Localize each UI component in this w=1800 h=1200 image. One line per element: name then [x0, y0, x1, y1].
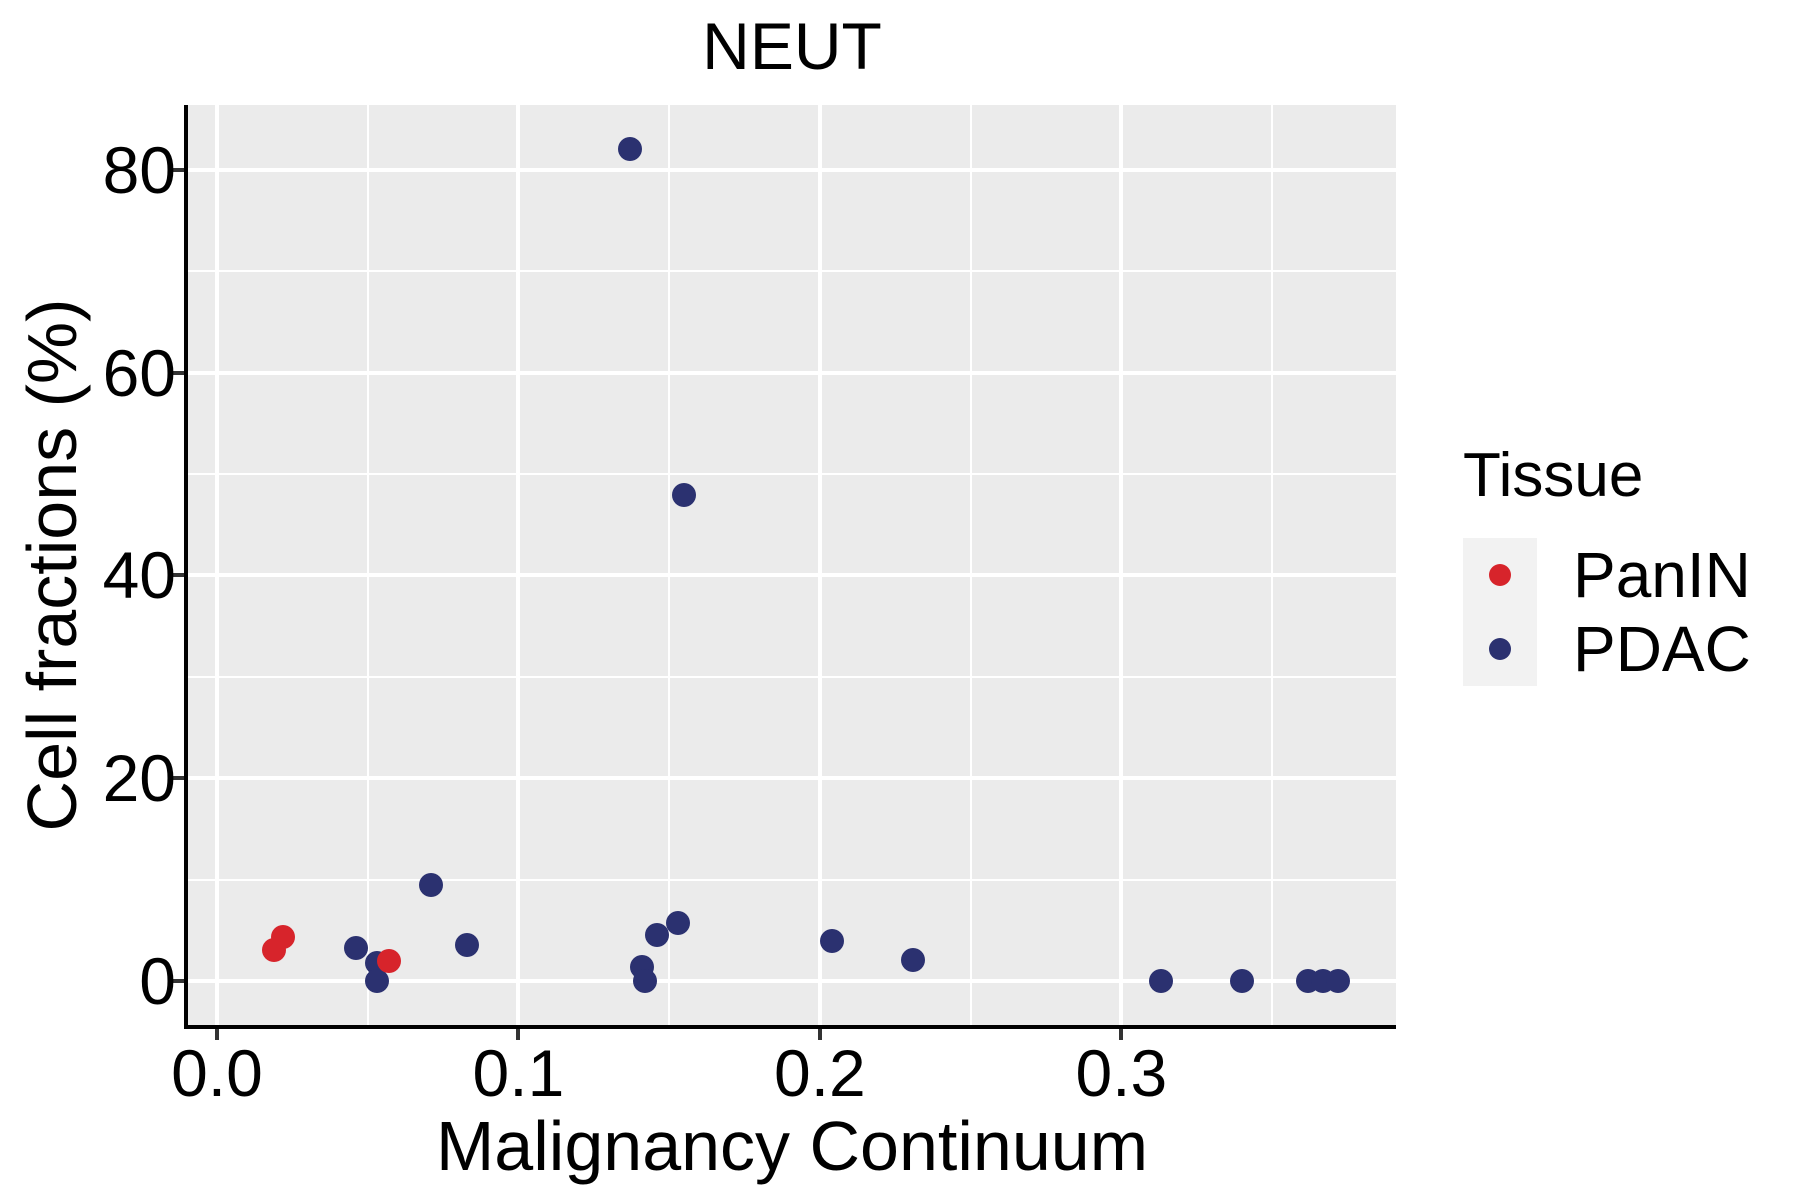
x-tick-label: 0.2 [774, 1036, 866, 1110]
gridline-minor [188, 675, 1396, 678]
data-point-pdac [633, 969, 658, 993]
gridline-major [516, 105, 521, 1025]
x-axis-title: Malignancy Continuum [435, 1107, 1149, 1185]
y-tick [173, 370, 184, 375]
pdac-dot-icon [1489, 638, 1511, 660]
x-tick [817, 1029, 822, 1040]
y-tick-label: 20 [102, 741, 176, 816]
data-point-pdac [617, 136, 642, 161]
legend-label-panin: PanIN [1573, 539, 1751, 611]
gridline-major [1119, 105, 1124, 1025]
x-tick [516, 1029, 521, 1040]
x-axis-line [184, 1025, 1396, 1029]
y-axis-line [184, 105, 188, 1029]
y-tick-label: 60 [102, 335, 176, 410]
legend-key-panin [1463, 538, 1537, 612]
plot-title: NEUT [702, 9, 882, 83]
data-point-pdac [1148, 969, 1173, 993]
x-tick-label: 0.3 [1075, 1036, 1168, 1110]
data-point-panin [271, 925, 296, 950]
gridline-minor [366, 105, 369, 1025]
data-point-pdac [672, 483, 697, 508]
x-tick [1119, 1029, 1124, 1040]
legend-title: Tissue [1463, 441, 1644, 510]
data-point-pdac [645, 923, 670, 948]
x-tick-label: 0.0 [171, 1036, 263, 1110]
y-tick [173, 776, 184, 781]
gridline-major [188, 776, 1396, 781]
gridline-major [188, 573, 1396, 578]
gridline-minor [188, 878, 1396, 881]
plot-panel [188, 105, 1396, 1025]
gridline-major [817, 105, 822, 1025]
data-point-pdac [666, 911, 691, 936]
x-tick-label: 0.1 [472, 1036, 565, 1110]
gridline-major [214, 105, 219, 1025]
data-point-pdac [819, 929, 844, 954]
y-tick [173, 979, 184, 983]
panin-dot-icon [1489, 564, 1511, 586]
gridline-major [188, 370, 1396, 375]
legend-label-pdac: PDAC [1573, 613, 1751, 685]
data-point-pdac [343, 935, 368, 960]
data-point-pdac [455, 932, 480, 957]
data-point-pdac [364, 969, 389, 993]
gridline-minor [188, 473, 1396, 476]
gridline-major [188, 979, 1396, 983]
data-point-pdac [1326, 969, 1351, 993]
y-tick-label: 0 [139, 944, 176, 1018]
y-tick [173, 573, 184, 578]
data-point-pdac [418, 872, 443, 897]
gridline-minor [188, 270, 1396, 273]
gridline-major [188, 167, 1396, 172]
gridline-minor [969, 105, 972, 1025]
gridline-minor [1271, 105, 1274, 1025]
gridline-minor [668, 105, 671, 1025]
legend-entry-pdac: PDAC [1463, 612, 1751, 686]
x-tick [214, 1029, 219, 1040]
data-point-panin [376, 948, 401, 973]
data-point-pdac [1229, 969, 1254, 993]
legend-key-pdac [1463, 612, 1537, 686]
legend-entry-panin: PanIN [1463, 538, 1751, 612]
y-tick [173, 167, 184, 172]
y-tick-label: 40 [102, 538, 176, 613]
y-tick-label: 80 [102, 132, 176, 207]
legend: Tissue PanIN PDAC [1463, 444, 1751, 686]
data-point-pdac [901, 947, 926, 972]
